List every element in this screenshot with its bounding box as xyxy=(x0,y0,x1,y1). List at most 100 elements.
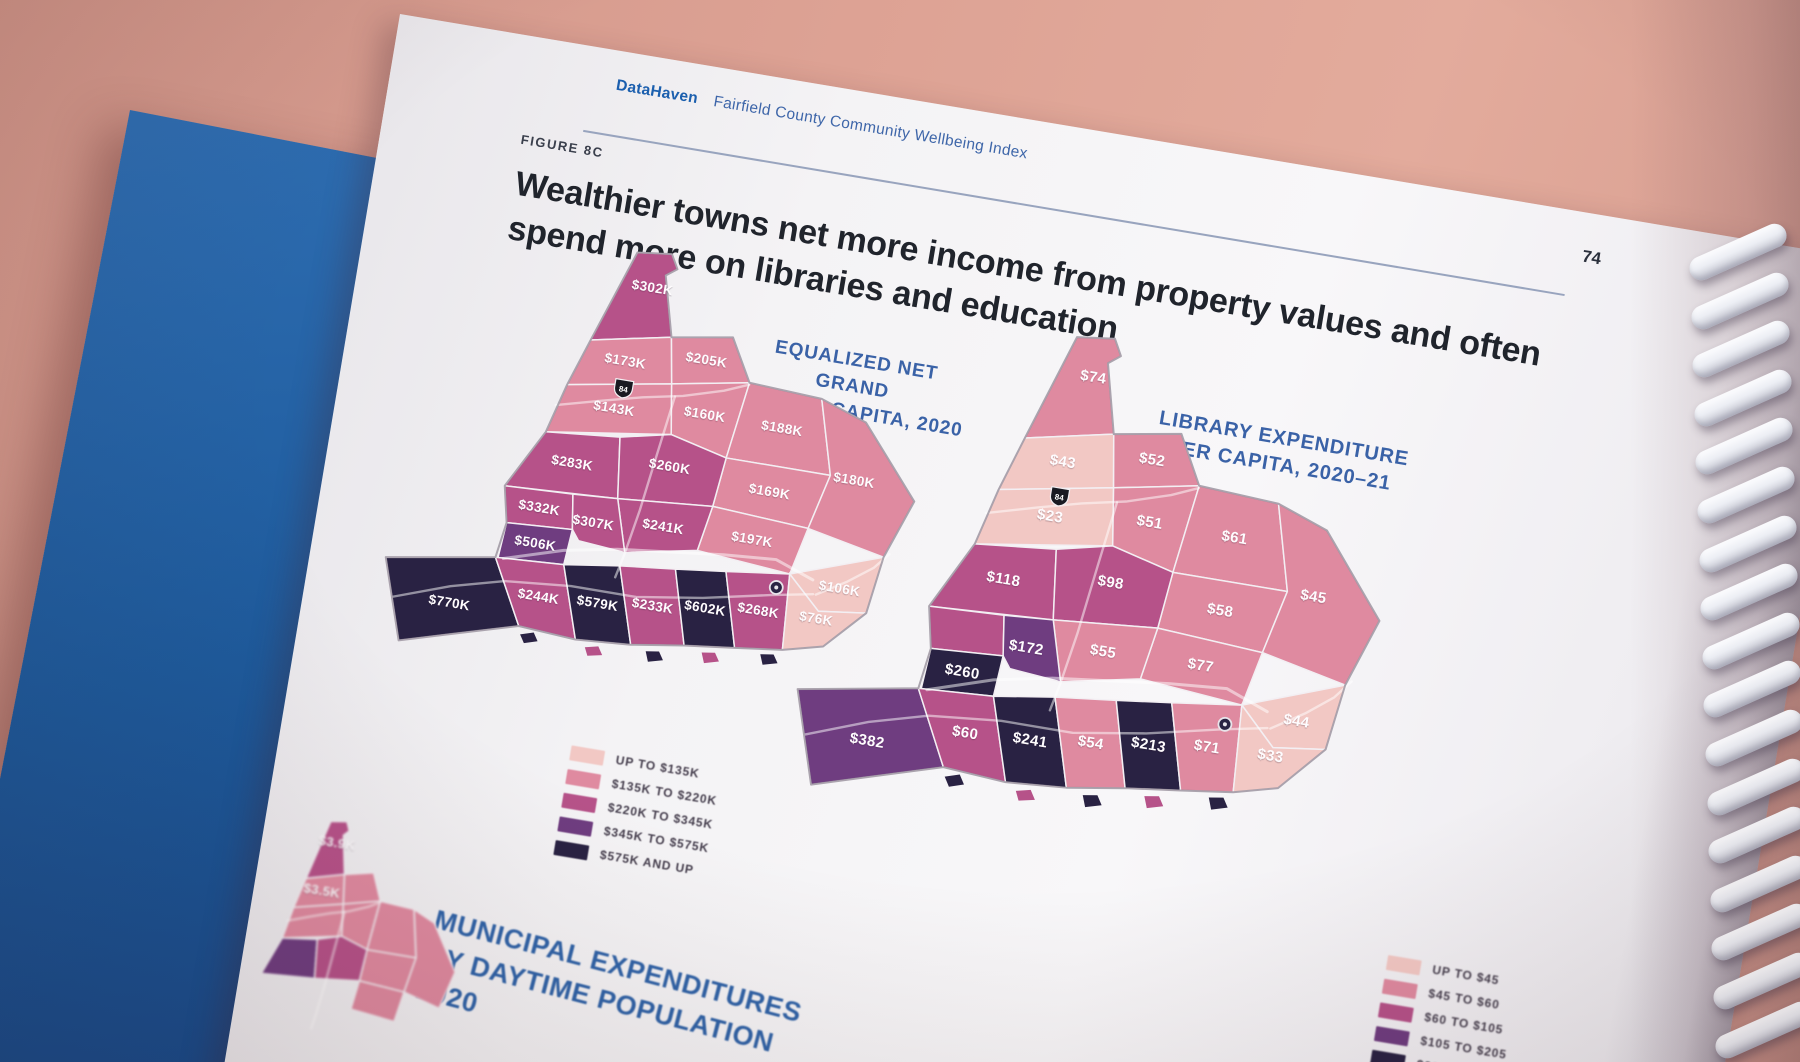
region-value-label: $579K xyxy=(576,592,620,614)
region-value-label: $51 xyxy=(1135,512,1164,533)
region-value-label: $233K xyxy=(631,595,675,617)
coast-island xyxy=(1082,795,1102,808)
county-map-svg: $74 $43 $52 $23 $51 $61 $58 $45 $77 $118 $98 $55 $17… xyxy=(796,336,1381,810)
region-value-label: $244K xyxy=(517,585,561,607)
region-value-label: $76K xyxy=(798,608,834,628)
map-region xyxy=(571,493,626,554)
map-region xyxy=(349,979,405,1023)
report-page: DataHaven Fairfield County Community Well… xyxy=(135,14,1800,1062)
figure-label: FIGURE 8C xyxy=(519,131,605,161)
road-line xyxy=(309,910,346,1030)
region-value-label: $506K xyxy=(513,532,557,554)
legend-swatch xyxy=(553,839,590,860)
coast-island xyxy=(1208,797,1228,810)
coast-island xyxy=(1144,796,1164,809)
region-value-label: $302K xyxy=(631,277,675,299)
legend-swatch xyxy=(1377,1001,1414,1023)
bottom-partial-map: $3.9K $3.5K xyxy=(186,802,498,1062)
road-line xyxy=(925,676,1269,714)
region-value-label: $33 xyxy=(1256,745,1285,766)
legend-swatch xyxy=(1373,1025,1410,1046)
left-choropleth-map: $302K $173K $205K $143K $160K $188K $169K $180K… xyxy=(358,212,986,753)
left-map-legend: UP TO $135K $135K TO $220K $220K TO $345K $… xyxy=(553,740,723,884)
legend-swatch xyxy=(565,768,602,789)
interstate-84-shield-icon: 84 xyxy=(1049,485,1071,507)
region-value-label: $118 xyxy=(985,568,1021,590)
region-value-label: $98 xyxy=(1096,572,1125,593)
parkway-marker-icon xyxy=(768,580,784,595)
svg-text:84: 84 xyxy=(1054,492,1065,502)
region-value-label: $197K xyxy=(730,528,774,550)
map-region xyxy=(1002,614,1062,683)
road-line xyxy=(984,486,1201,515)
region-value-label: $143K xyxy=(592,397,636,419)
county-map-svg: $302K $173K $205K $143K $160K $188K $169K $180K… xyxy=(384,251,916,665)
region-value-label: $44 xyxy=(1282,711,1311,732)
legend-swatch xyxy=(1370,1049,1407,1062)
coast-island xyxy=(760,654,778,665)
region-value-label: $169K xyxy=(748,481,792,503)
road-line xyxy=(554,383,751,407)
road-line xyxy=(286,901,382,922)
region-value-label: $283K xyxy=(550,452,594,474)
region-value-label: $260 xyxy=(944,661,981,684)
map-region xyxy=(403,907,456,1010)
road-line xyxy=(501,547,815,582)
region-value-label: $241 xyxy=(1012,729,1049,752)
legend-swatch xyxy=(569,744,606,766)
page-header: DataHaven Fairfield County Community Well… xyxy=(615,77,1029,164)
region-value-label: $71 xyxy=(1193,737,1222,758)
region-value-label: $173K xyxy=(603,350,647,372)
region-value-label: $3.5K xyxy=(303,880,342,901)
road-line xyxy=(1048,501,1119,712)
region-value-label: $307K xyxy=(571,512,615,534)
region-value-label: $205K xyxy=(685,349,729,371)
region-value-label: $60 xyxy=(951,722,980,743)
road-line xyxy=(391,579,815,600)
region-value-label: $55 xyxy=(1089,641,1118,662)
region-value-label: $602K xyxy=(683,597,727,619)
brand-logo-text: DataHaven xyxy=(614,76,700,108)
document-title: Fairfield County Community Wellbeing Ind… xyxy=(712,93,1029,163)
parkway-marker-icon xyxy=(1217,716,1233,732)
region-value-label: $54 xyxy=(1076,732,1105,753)
coast-island xyxy=(584,646,603,656)
road-line xyxy=(613,395,677,579)
county-map-svg: $3.9K $3.5K xyxy=(260,820,456,1030)
region-value-label: $45 xyxy=(1299,586,1328,607)
region-value-label: $52 xyxy=(1138,449,1167,470)
region-value-label: $241K xyxy=(641,516,685,538)
legend-swatch xyxy=(561,792,598,813)
road-line xyxy=(803,714,1269,736)
region-value-label: $188K xyxy=(760,417,804,439)
region-value-label: $180K xyxy=(832,469,876,491)
right-map-legend: UP TO $45 $45 TO $60 $60 TO $105 $105 TO $2… xyxy=(1369,950,1520,1062)
region-value-label: $770K xyxy=(427,592,471,614)
region-value-label: $61 xyxy=(1220,527,1249,548)
region-value-label: $172 xyxy=(1008,637,1045,660)
region-value-label: $74 xyxy=(1079,367,1108,388)
page-number: 74 xyxy=(1580,246,1603,269)
legend-swatch xyxy=(557,815,594,837)
region-value-label: $106K xyxy=(818,578,862,600)
legend-swatch xyxy=(1385,954,1422,975)
coast-island xyxy=(944,774,964,787)
svg-text:84: 84 xyxy=(618,384,629,394)
map-region xyxy=(260,937,319,980)
region-value-label: $213 xyxy=(1130,734,1167,757)
region-value-label: $77 xyxy=(1186,655,1215,676)
county-outline xyxy=(796,336,1381,794)
coast-island xyxy=(701,652,719,664)
right-choropleth-map: $74 $43 $52 $23 $51 $61 $58 $45 $77 $118 $98 $55 $17… xyxy=(766,292,1459,907)
interstate-84-shield-icon: 84 xyxy=(613,377,635,399)
coast-island xyxy=(645,651,663,662)
region-value-label: $332K xyxy=(517,497,561,519)
region-value-label: $268K xyxy=(736,599,780,621)
region-value-label: $23 xyxy=(1036,506,1065,527)
county-outline xyxy=(384,251,916,651)
region-value-label: $382 xyxy=(849,730,886,753)
region-value-label: $43 xyxy=(1048,451,1077,472)
region-value-label: $58 xyxy=(1206,600,1235,621)
coast-island xyxy=(520,632,538,644)
